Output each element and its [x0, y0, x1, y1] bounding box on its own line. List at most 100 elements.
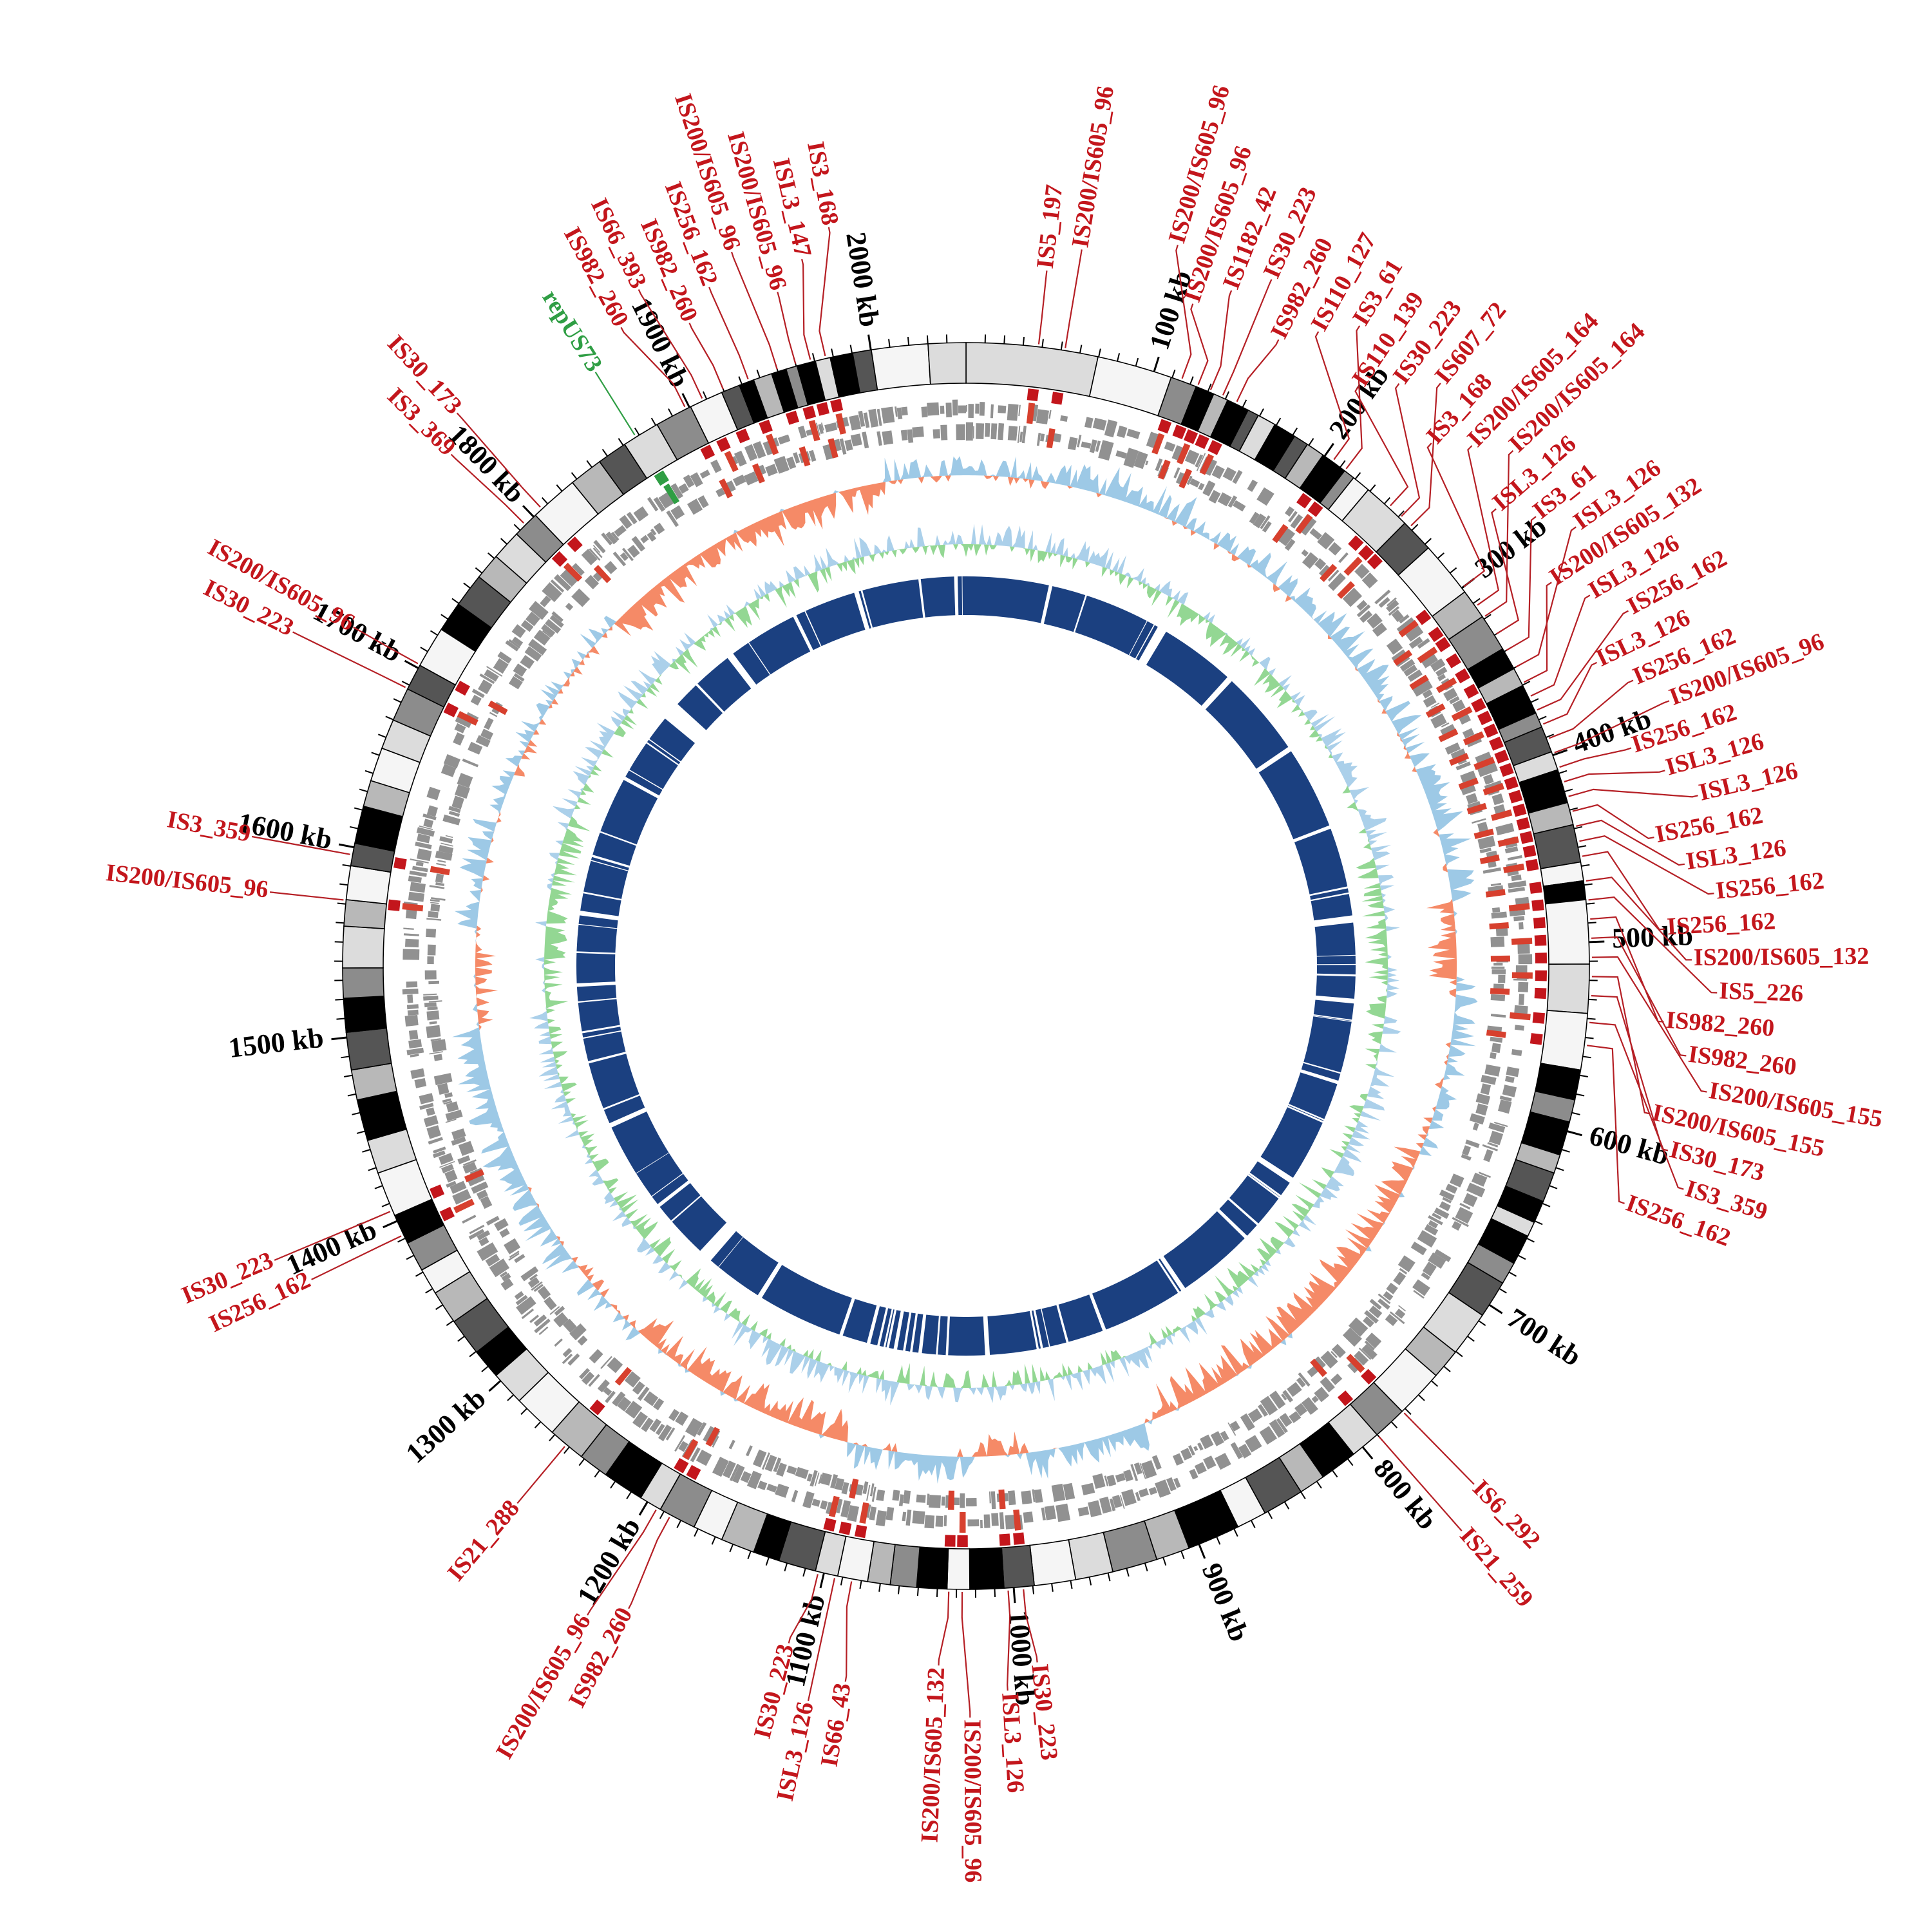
gene-bar — [1469, 1113, 1485, 1125]
gene-bar — [696, 1450, 712, 1466]
gene-bar — [520, 655, 535, 669]
gene-bar — [968, 404, 974, 418]
gene-bar — [466, 712, 479, 720]
karyotype-ring — [342, 342, 1590, 1590]
gene-bar — [410, 858, 429, 864]
gene-bar — [529, 601, 549, 620]
gene-bar — [1180, 1448, 1193, 1461]
gene-bar — [1302, 552, 1319, 569]
gene-bar — [683, 475, 695, 488]
major-tick — [1361, 1446, 1374, 1460]
minor-tick — [368, 1167, 377, 1171]
gene-bar — [1509, 909, 1526, 916]
karyotype-segment — [345, 1027, 392, 1071]
coding-ring-segment — [677, 685, 723, 730]
gene-bar — [1077, 1506, 1090, 1517]
gene-bar — [614, 525, 627, 537]
scale-label: 1800 kb — [442, 419, 531, 509]
minor-tick — [1430, 1380, 1439, 1387]
is-leader-line — [1175, 244, 1192, 379]
gene-bar — [486, 666, 503, 677]
minor-tick — [1098, 348, 1101, 357]
minor-tick — [1051, 1583, 1054, 1592]
gene-bar — [786, 457, 797, 469]
is-leader-line — [1354, 386, 1409, 507]
gene-bar — [462, 1215, 477, 1224]
gene-bar — [1450, 1173, 1464, 1188]
gene-bar — [1450, 748, 1466, 761]
gene-bar — [1490, 994, 1506, 1001]
is-mark — [716, 437, 731, 452]
gene-bar — [407, 1009, 419, 1016]
is-leader-line — [1537, 610, 1629, 711]
gene-bar — [553, 1312, 569, 1328]
gene-bar — [1452, 699, 1466, 712]
major-tick — [1552, 749, 1568, 757]
gene-bar — [752, 1449, 767, 1468]
gene-bar — [759, 464, 766, 475]
gene-bar — [1491, 1043, 1501, 1054]
minor-tick — [1041, 339, 1044, 348]
coding-ring-segment — [652, 1173, 688, 1204]
minor-tick — [1561, 1149, 1570, 1153]
gene-bar — [1040, 433, 1045, 442]
gene-bar — [402, 989, 419, 995]
coding-ring-segment — [870, 1306, 886, 1346]
gene-bar — [1492, 793, 1504, 806]
minor-tick — [1467, 1336, 1475, 1342]
minor-tick — [1584, 883, 1593, 886]
gene-bar — [1196, 453, 1206, 471]
coding-ring-segment — [583, 860, 629, 899]
gene-bar — [869, 1506, 877, 1520]
minor-tick — [1472, 598, 1481, 604]
coding-ring-segment — [966, 576, 1049, 623]
gene-bar — [589, 1349, 603, 1364]
gene-bar — [1106, 1474, 1117, 1487]
gene-bar — [847, 1505, 859, 1522]
gene-bar — [1413, 1290, 1425, 1299]
gene-bar — [916, 1494, 926, 1503]
is-gene-bar — [752, 463, 765, 484]
gene-bar — [1459, 1202, 1471, 1210]
is-mark — [1184, 429, 1198, 444]
gene-bar — [1452, 1217, 1469, 1227]
gene-bar — [1287, 1382, 1302, 1397]
is-marks-track — [388, 388, 1547, 1548]
minor-tick — [1571, 1112, 1580, 1115]
gene-bar — [432, 1150, 446, 1159]
gene-bar — [1123, 1469, 1133, 1482]
minor-tick — [849, 345, 853, 354]
gene-bar — [647, 497, 659, 512]
gene-bar — [1479, 848, 1492, 853]
minor-tick — [1347, 1458, 1354, 1466]
gene-bar — [1354, 564, 1370, 579]
minor-tick — [1417, 1394, 1425, 1401]
gene-bar — [441, 1164, 454, 1173]
karyotype-segment — [870, 343, 931, 391]
gene-bar — [1317, 532, 1335, 550]
minor-tick — [668, 408, 673, 417]
gene-bar — [1077, 435, 1082, 448]
gene-bar — [1394, 1309, 1406, 1319]
gene-bar — [1115, 450, 1127, 459]
gene-bar — [1389, 1311, 1405, 1325]
gene-bar — [757, 1481, 768, 1490]
minor-tick — [811, 353, 815, 362]
gene-bar — [451, 1136, 466, 1146]
minor-tick — [1233, 1528, 1238, 1537]
karyotype-segment — [927, 342, 967, 385]
gene-bar — [1403, 665, 1417, 677]
minor-tick — [601, 449, 608, 457]
gene-bar — [429, 885, 445, 889]
minor-tick — [1242, 399, 1247, 408]
minor-tick — [397, 1237, 406, 1243]
major-tick — [338, 843, 354, 849]
gene-bar — [1112, 1495, 1122, 1508]
gene-bar — [458, 1141, 475, 1156]
is-gene-bar — [1272, 524, 1289, 544]
is-mark — [1013, 1532, 1025, 1545]
gene-bar — [624, 1371, 641, 1388]
is-mark — [1534, 934, 1547, 946]
is-mark — [1532, 1012, 1545, 1024]
is-mark — [1435, 637, 1451, 652]
